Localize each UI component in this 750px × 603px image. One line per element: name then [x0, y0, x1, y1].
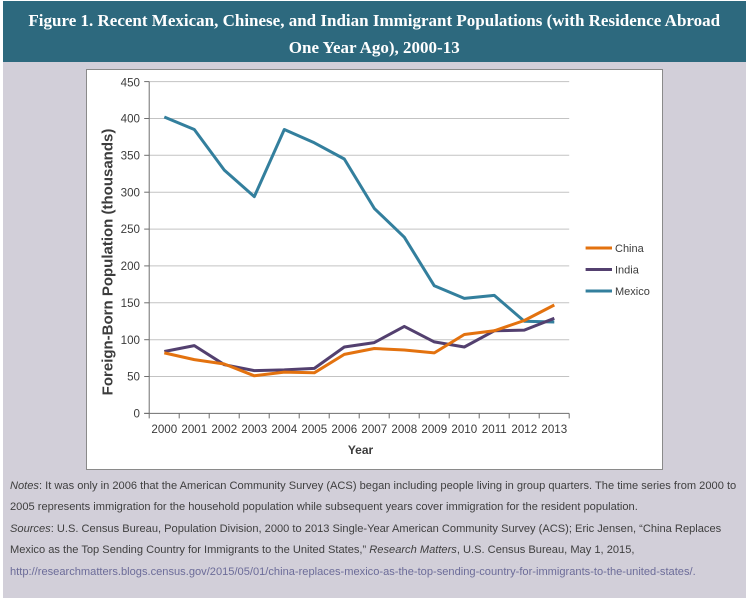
- svg-text:150: 150: [121, 297, 140, 310]
- svg-text:Foreign-Born Population (thous: Foreign-Born Population (thousands): [100, 129, 117, 396]
- svg-text:Mexico: Mexico: [615, 286, 650, 298]
- svg-text:Year: Year: [348, 443, 374, 457]
- svg-text:450: 450: [121, 76, 140, 89]
- svg-text:2002: 2002: [211, 423, 237, 436]
- svg-text:2008: 2008: [391, 423, 417, 436]
- svg-text:India: India: [615, 265, 640, 277]
- svg-text:2011: 2011: [482, 423, 507, 436]
- svg-text:300: 300: [121, 186, 140, 199]
- svg-text:2004: 2004: [271, 423, 297, 436]
- svg-text:2000: 2000: [151, 423, 177, 436]
- svg-text:2006: 2006: [331, 423, 357, 436]
- svg-text:400: 400: [121, 113, 140, 126]
- svg-text:2007: 2007: [361, 423, 387, 436]
- svg-text:2012: 2012: [511, 423, 537, 436]
- svg-text:2010: 2010: [451, 423, 477, 436]
- svg-text:China: China: [615, 243, 645, 255]
- svg-text:250: 250: [121, 223, 140, 236]
- svg-text:0: 0: [134, 408, 140, 421]
- svg-text:2013: 2013: [541, 423, 567, 436]
- svg-text:2001: 2001: [181, 423, 207, 436]
- svg-text:2003: 2003: [241, 423, 267, 436]
- svg-text:200: 200: [121, 260, 140, 273]
- svg-text:2009: 2009: [421, 423, 447, 436]
- svg-text:50: 50: [127, 371, 140, 384]
- svg-text:100: 100: [121, 334, 140, 347]
- svg-text:350: 350: [121, 149, 140, 162]
- svg-text:2005: 2005: [301, 423, 327, 436]
